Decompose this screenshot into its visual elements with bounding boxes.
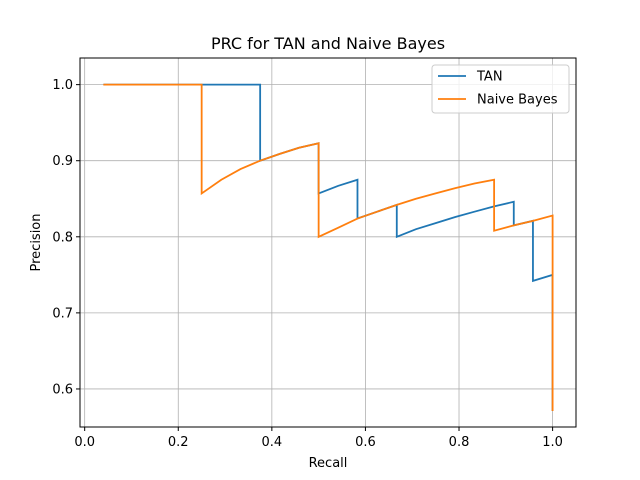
y-tick-label: 1.0 [52, 78, 73, 93]
series-layer [103, 83, 554, 412]
series-line-naive-bayes [103, 83, 554, 412]
chart-title: PRC for TAN and Naive Bayes [211, 34, 445, 53]
x-tick-label: 0.6 [355, 435, 376, 450]
y-tick-label: 0.8 [52, 230, 73, 245]
y-tick-label: 0.9 [52, 154, 73, 169]
y-axis-label: Precision [29, 213, 44, 271]
legend-label-tan: TAN [476, 70, 503, 85]
x-tick-label: 0.2 [168, 435, 189, 450]
y-tick-label: 0.6 [52, 382, 73, 397]
ticks: 0.0 0.2 0.4 0.6 0.8 1.0 0.6 0.7 0.8 0.9 1.0 [52, 78, 563, 450]
x-tick-label: 0.8 [449, 435, 470, 450]
legend-box [431, 64, 570, 114]
x-tick-label: 0.4 [262, 435, 283, 450]
x-axis-label: Recall [309, 456, 348, 471]
legend-label-naive-bayes: Naive Bayes [477, 93, 558, 108]
legend: TAN Naive Bayes [431, 64, 570, 114]
y-tick-label: 0.7 [52, 306, 73, 321]
x-tick-label: 1.0 [542, 435, 563, 450]
plot-frame [79, 57, 577, 428]
x-tick-label: 0.0 [74, 435, 95, 450]
